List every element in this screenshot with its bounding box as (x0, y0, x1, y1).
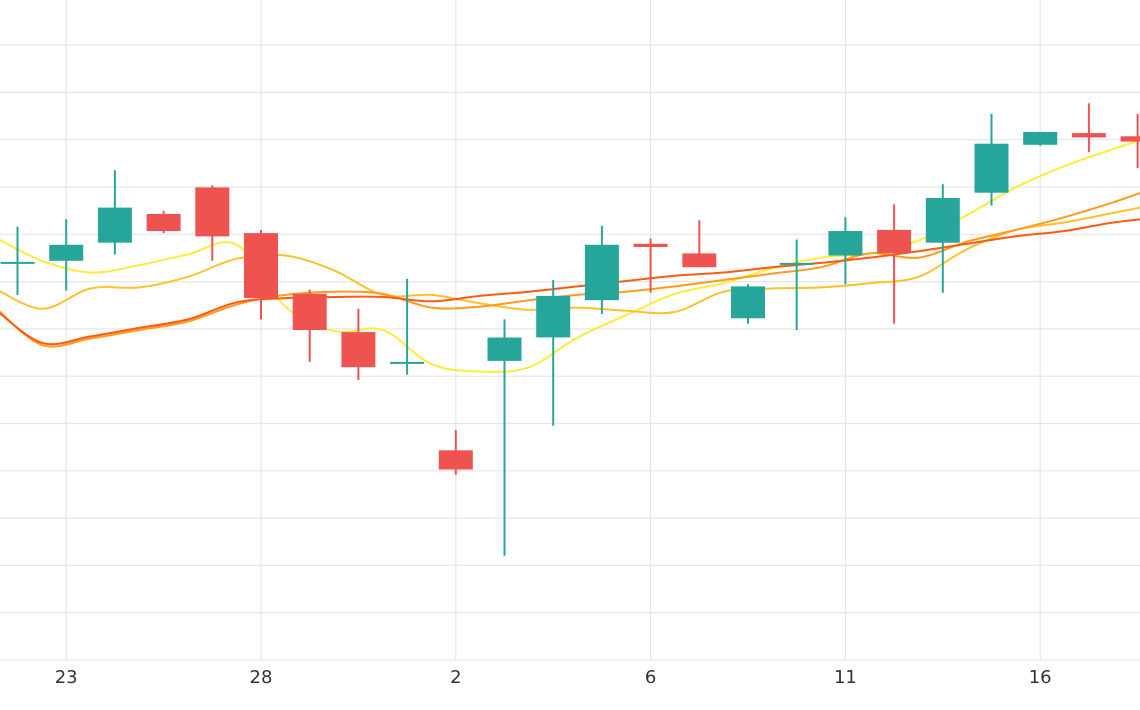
candle (0, 226, 35, 295)
candle-body (49, 244, 84, 261)
candle (195, 185, 230, 261)
candle-body (779, 262, 814, 265)
candle-body (146, 214, 181, 231)
candle-body (195, 187, 230, 237)
vertical-gridlines (65, 0, 1041, 660)
candles (0, 103, 1140, 556)
candle-body (341, 332, 376, 368)
candle-body (682, 253, 717, 268)
candle (536, 280, 571, 426)
moving-average-line-3 (0, 191, 1140, 348)
candle (292, 289, 327, 362)
candle-body (877, 229, 912, 254)
candle-body (1120, 136, 1140, 142)
candle (438, 430, 473, 475)
candle (487, 319, 522, 556)
moving-average-line-2 (0, 206, 1140, 315)
x-tick-label: 2 (450, 667, 461, 688)
candle-body (925, 198, 960, 243)
candle (633, 238, 668, 293)
x-tick-label: 28 (250, 667, 273, 688)
candle-body (97, 207, 132, 243)
moving-average-line-4 (0, 218, 1140, 346)
candle (731, 284, 765, 324)
horizontal-gridlines (0, 44, 1140, 661)
candle-body (292, 293, 327, 330)
candle-body (1023, 132, 1058, 145)
candle-body (0, 261, 35, 264)
candle (97, 170, 132, 255)
moving-average-line-1 (0, 139, 1140, 373)
candle (390, 278, 425, 375)
x-tick-label: 16 (1029, 667, 1052, 688)
candle (1071, 103, 1106, 153)
candle-body (390, 361, 425, 364)
x-tick-label: 11 (834, 667, 857, 688)
candle (682, 220, 717, 268)
candle (1120, 113, 1140, 169)
candle-body (584, 244, 619, 301)
candle (584, 225, 619, 314)
candle (828, 217, 863, 285)
x-axis-tick-labels: 23 28 2 6 11 16 (55, 667, 1052, 688)
x-tick-label: 23 (55, 667, 78, 688)
candle-body (828, 231, 863, 256)
candle (341, 308, 376, 380)
candle-body (487, 337, 522, 361)
candle (244, 229, 278, 320)
candle-body (244, 233, 278, 298)
candle (877, 204, 912, 324)
candle (49, 219, 84, 291)
candle (925, 184, 960, 293)
candle (1023, 132, 1058, 146)
moving-average-lines (0, 139, 1140, 373)
x-tick-label: 6 (645, 667, 656, 688)
candle-body (1071, 133, 1106, 138)
candle-body (633, 243, 668, 247)
candle-body (438, 450, 473, 470)
candle (779, 239, 814, 330)
candle (146, 210, 181, 234)
candle (974, 113, 1009, 206)
candle-body (536, 295, 571, 338)
candle-body (974, 143, 1009, 193)
candle-body (731, 286, 765, 319)
